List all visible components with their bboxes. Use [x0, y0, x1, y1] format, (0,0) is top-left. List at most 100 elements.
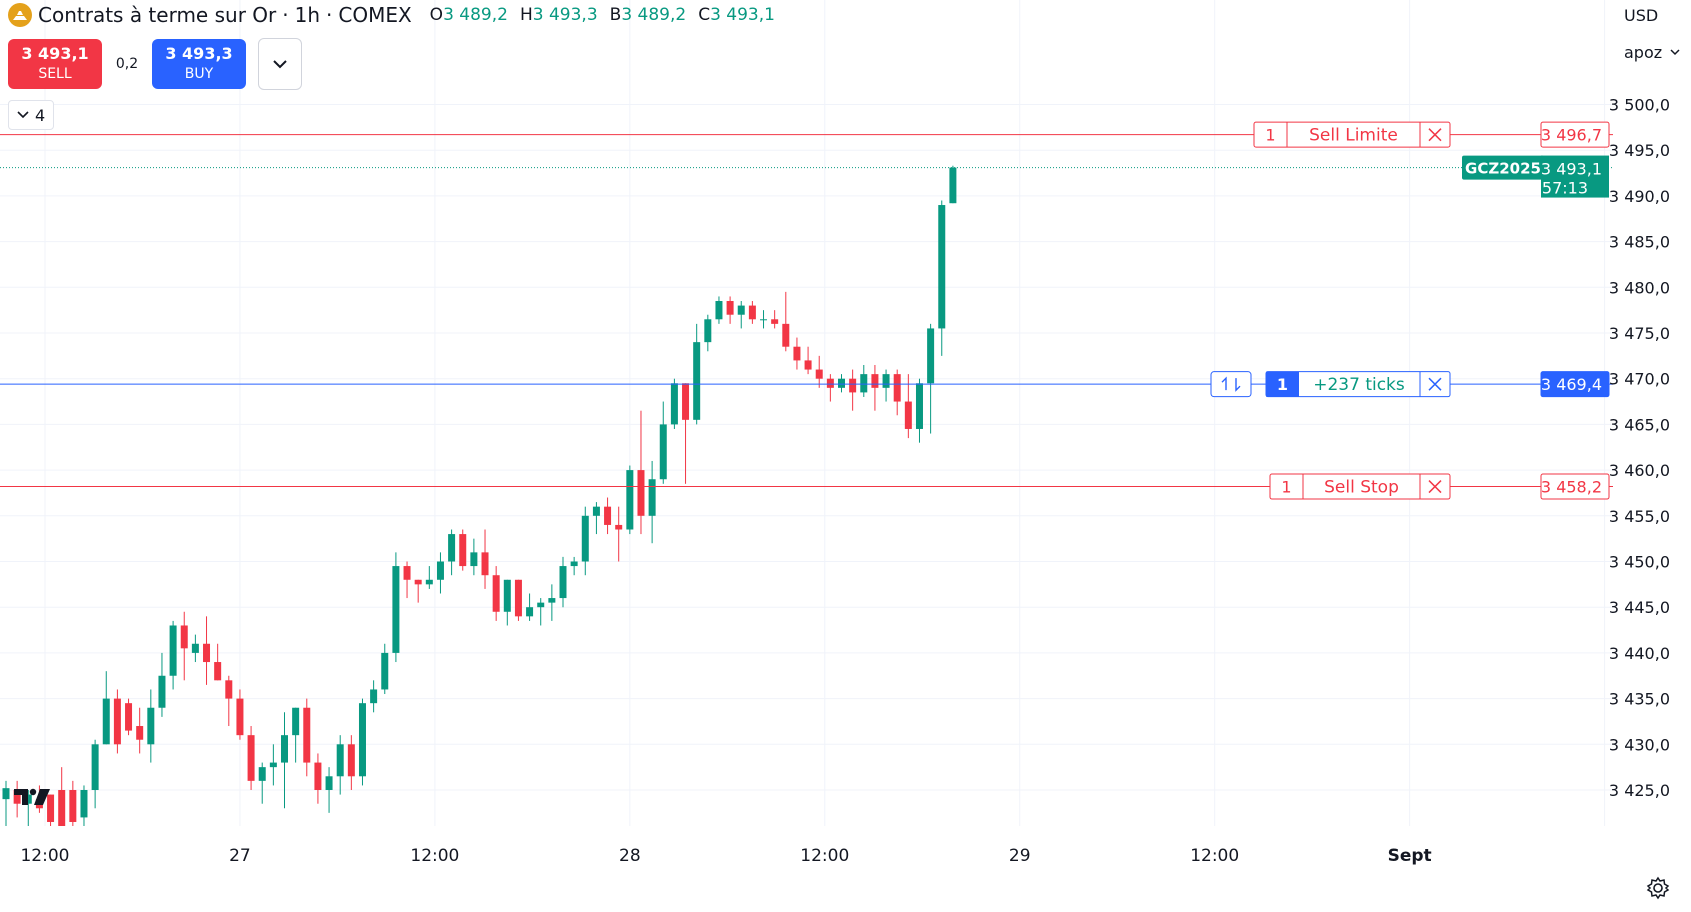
candle-down[interactable] [682, 383, 690, 420]
candle-down[interactable] [771, 319, 779, 324]
time-axis[interactable]: 12:002712:002812:002912:00Sept12:00212:0… [0, 826, 1540, 876]
candle-up[interactable] [548, 598, 556, 603]
order-panel-dropdown-button[interactable] [258, 38, 302, 90]
candle-down[interactable] [893, 374, 901, 402]
candle-up[interactable] [915, 383, 923, 429]
candle-up[interactable] [448, 534, 456, 562]
candle-down[interactable] [782, 323, 790, 347]
candle-down[interactable] [225, 680, 233, 699]
candle-up[interactable] [592, 506, 600, 516]
candle-up[interactable] [659, 424, 667, 480]
candle-down[interactable] [637, 470, 645, 516]
candle-up[interactable] [91, 744, 99, 790]
candle-down[interactable] [58, 790, 66, 826]
scale-mode-selector[interactable]: apoz [1616, 38, 1691, 66]
candle-down[interactable] [604, 506, 612, 525]
candle-up[interactable] [370, 689, 378, 704]
reverse-position-button[interactable] [1210, 371, 1252, 398]
candle-up[interactable] [381, 652, 389, 690]
candle-up[interactable] [336, 744, 344, 777]
cancel-order-icon[interactable] [1428, 128, 1442, 142]
candle-up[interactable] [670, 383, 678, 425]
interval-label[interactable]: 1h [294, 3, 320, 27]
candle-down[interactable] [793, 346, 801, 361]
order-label-stop[interactable]: 1 Sell Stop [1269, 473, 1451, 500]
currency-selector[interactable]: USD [1616, 2, 1691, 28]
candle-down[interactable] [247, 735, 255, 781]
candle-up[interactable] [325, 776, 333, 790]
candle-up[interactable] [102, 698, 110, 745]
candle-up[interactable] [436, 561, 444, 580]
position-line-label[interactable]: 1 +237 ticks [1265, 371, 1451, 398]
close-position-icon[interactable] [1428, 377, 1442, 391]
candle-down[interactable] [180, 625, 188, 649]
order-label-limit[interactable]: 1 Sell Limite [1253, 121, 1451, 148]
candle-down[interactable] [849, 378, 857, 393]
candle-down[interactable] [125, 703, 133, 731]
candle-up[interactable] [704, 319, 712, 343]
candle-up[interactable] [938, 205, 946, 329]
sell-button[interactable]: 3 493,1 SELL [8, 39, 102, 89]
candle-up[interactable] [693, 342, 701, 420]
candle-down[interactable] [904, 401, 912, 429]
candle-down[interactable] [403, 566, 411, 580]
candle-up[interactable] [269, 762, 277, 768]
candle-up[interactable] [760, 319, 768, 321]
candle-down[interactable] [815, 369, 823, 379]
candle-down[interactable] [69, 790, 77, 822]
candle-down[interactable] [303, 707, 311, 763]
candle-down[interactable] [13, 790, 21, 804]
candle-up[interactable] [425, 579, 433, 585]
settings-gear-icon[interactable] [1643, 873, 1673, 903]
candle-up[interactable] [158, 675, 166, 708]
gold-futures-logo-icon[interactable] [8, 3, 32, 27]
candle-down[interactable] [481, 552, 489, 576]
candle-down[interactable] [726, 301, 734, 315]
indicators-toggle-button[interactable]: 4 [8, 100, 55, 130]
candle-up[interactable] [715, 301, 723, 320]
candle-up[interactable] [648, 479, 656, 516]
candle-up[interactable] [392, 566, 400, 653]
candle-down[interactable] [615, 524, 623, 530]
candle-down[interactable] [804, 360, 812, 370]
candle-down[interactable] [314, 762, 322, 790]
symbol-title[interactable]: Contrats à terme sur Or [38, 3, 277, 27]
candle-down[interactable] [871, 374, 879, 388]
candle-down[interactable] [514, 579, 522, 617]
candle-up[interactable] [860, 374, 868, 393]
candle-down[interactable] [347, 744, 355, 777]
candle-up[interactable] [470, 552, 478, 567]
candle-up[interactable] [503, 579, 511, 612]
candle-down[interactable] [214, 662, 222, 681]
candle-up[interactable] [949, 167, 957, 204]
candle-up[interactable] [147, 707, 155, 745]
candle-up[interactable] [258, 767, 266, 781]
candle-down[interactable] [414, 579, 422, 585]
candle-up[interactable] [559, 566, 567, 599]
candle-up[interactable] [570, 561, 578, 567]
cancel-order-icon[interactable] [1428, 480, 1442, 494]
candle-up[interactable] [838, 378, 845, 388]
candle-up[interactable] [526, 607, 534, 617]
candle-up[interactable] [281, 735, 288, 763]
candle-down[interactable] [136, 726, 144, 740]
candle-up[interactable] [169, 625, 177, 676]
candle-up[interactable] [626, 470, 634, 530]
candle-down[interactable] [113, 698, 121, 745]
candle-up[interactable] [292, 707, 300, 736]
candle-up[interactable] [927, 328, 935, 384]
candle-down[interactable] [459, 534, 467, 567]
candle-up[interactable] [191, 643, 199, 653]
price-axis[interactable]: 3 500,0 3 495,0 3 490,0 3 485,0 3 480,0 3 475… [1540, 0, 1691, 866]
candle-up[interactable] [581, 515, 589, 562]
candle-down[interactable] [826, 378, 834, 388]
candle-up[interactable] [80, 790, 88, 818]
price-chart[interactable]: 1 Sell Limite 1 +237 ticks 1 Sell Stop GCZ2025 [0, 0, 1613, 866]
candle-down[interactable] [203, 643, 211, 663]
candle-down[interactable] [236, 698, 244, 736]
candle-up[interactable] [882, 374, 890, 388]
candle-down[interactable] [492, 575, 500, 612]
buy-button[interactable]: 3 493,3 BUY [152, 39, 246, 89]
candle-up[interactable] [358, 703, 366, 777]
candle-down[interactable] [47, 794, 55, 822]
